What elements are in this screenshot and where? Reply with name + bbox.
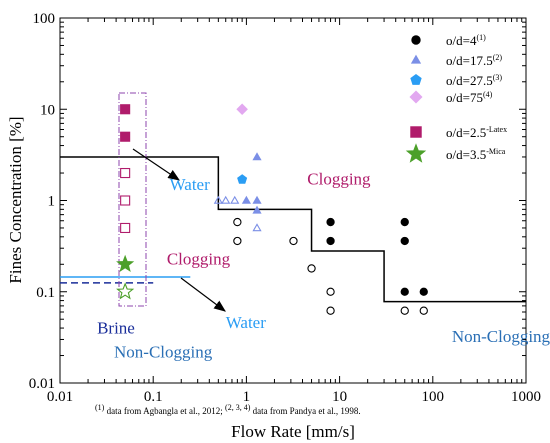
x-tick-labels: 0.01 0.1 1 10 100 1000 [47,389,541,405]
legend-label-name: o/d=27.5 [446,73,493,88]
legend-label-sup: (1) [476,33,486,42]
data-point [120,104,131,115]
data-point [252,152,262,161]
label-clogging-top: Clogging [307,169,371,188]
data-point [252,195,262,204]
label-clogging-mid: Clogging [167,249,231,268]
footnote: (1) data from Agbangla et al., 2012; (2,… [95,402,361,416]
legend-label: o/d=27.5(3) [446,73,502,88]
data-point [252,205,262,214]
legend-label: o/d=17.5(2) [446,53,502,68]
data-point [400,236,409,246]
data-point [307,264,316,273]
data-point [400,287,409,296]
arrow-water-top [132,148,180,181]
label-water-top: Water [170,175,210,194]
legend-label: o/d=3.5-Mica [446,147,506,162]
data-point [213,195,223,204]
data-point [120,167,131,179]
data-point [419,306,428,315]
legend-label-sup: (4) [483,90,493,99]
x-tick-label: 1 [243,389,251,405]
axis-ticks [59,17,527,384]
x-tick-label: 100 [422,389,445,405]
data-point [400,306,409,315]
y-tick-label: 0.01 [29,376,55,392]
data-point [326,217,335,227]
data-points [116,103,428,315]
data-point [326,306,335,315]
x-tick-label: 10 [332,389,347,405]
data-point [400,217,409,227]
legend-label: o/d=2.5-Latex [446,125,507,140]
data-point [252,223,262,232]
x-tick-label: 0.1 [144,389,163,405]
legend-marker [410,74,422,85]
legend-marker [411,35,421,45]
footnote-sup-2: (2, 3, 4) [225,403,251,412]
x-tick-label: 1000 [511,389,541,405]
plot-area [59,17,527,384]
legend-label: o/d=4(1) [446,33,486,48]
footnote-sup-1: (1) [95,403,105,412]
boundary-lines [60,156,526,303]
data-point [241,195,251,204]
legend-marker [409,90,423,104]
data-point [120,222,131,234]
footnote-part-1: data from Agbangla et al., 2012; [107,406,225,416]
legend-label-sup: (3) [493,73,503,82]
data-point [237,174,248,184]
label-nonclogging-right: Non-Clogging [452,327,550,346]
data-point [419,287,428,296]
legend-label-name: o/d=4 [446,33,477,48]
legend-label-sup: -Mica [486,147,506,156]
y-axis-label: Fines Concentration [%] [6,116,25,283]
legend-label-name: o/d=3.5 [446,147,486,162]
data-point [120,131,131,142]
legend-label-name: o/d=2.5 [446,125,486,140]
legend: o/d=4(1)o/d=17.5(2)o/d=27.5(3)o/d=75(4)o… [405,33,507,163]
highlight-box [118,92,147,307]
data-point [326,287,335,296]
label-brine: Brine [97,318,135,337]
data-point [116,282,135,300]
legend-marker [410,126,422,138]
data-point [289,236,298,246]
data-point [230,195,240,204]
data-point [120,195,131,206]
legend-label-sup: -Latex [486,125,507,134]
legend-label: o/d=75(4) [446,90,493,105]
y-tick-label: 1 [48,194,56,210]
legend-label-name: o/d=17.5 [446,53,493,68]
data-point [326,236,335,246]
y-tick-labels: 0.01 0.1 1 10 100 [29,11,55,392]
label-nonclogging-left: Non-Clogging [114,343,213,362]
data-point [233,236,242,246]
boundary-line [60,156,526,303]
data-point [233,217,242,227]
label-water-bottom: Water [226,313,266,332]
y-tick-label: 100 [33,11,56,27]
y-tick-label: 10 [40,102,55,118]
data-point [221,195,231,204]
data-point [236,103,248,116]
y-tick-label: 0.1 [36,285,55,301]
data-point [116,254,135,273]
legend-marker [410,54,422,64]
x-axis-label: Flow Rate [mm/s] [231,422,355,441]
footnote-part-2: data from Pandya et al., 1998. [253,406,361,416]
x-tick-label: 0.01 [47,389,73,405]
legend-label-name: o/d=75 [446,90,483,105]
legend-label-sup: (2) [493,53,503,62]
arrow-water-bottom [180,277,226,312]
legend-marker [405,143,427,163]
